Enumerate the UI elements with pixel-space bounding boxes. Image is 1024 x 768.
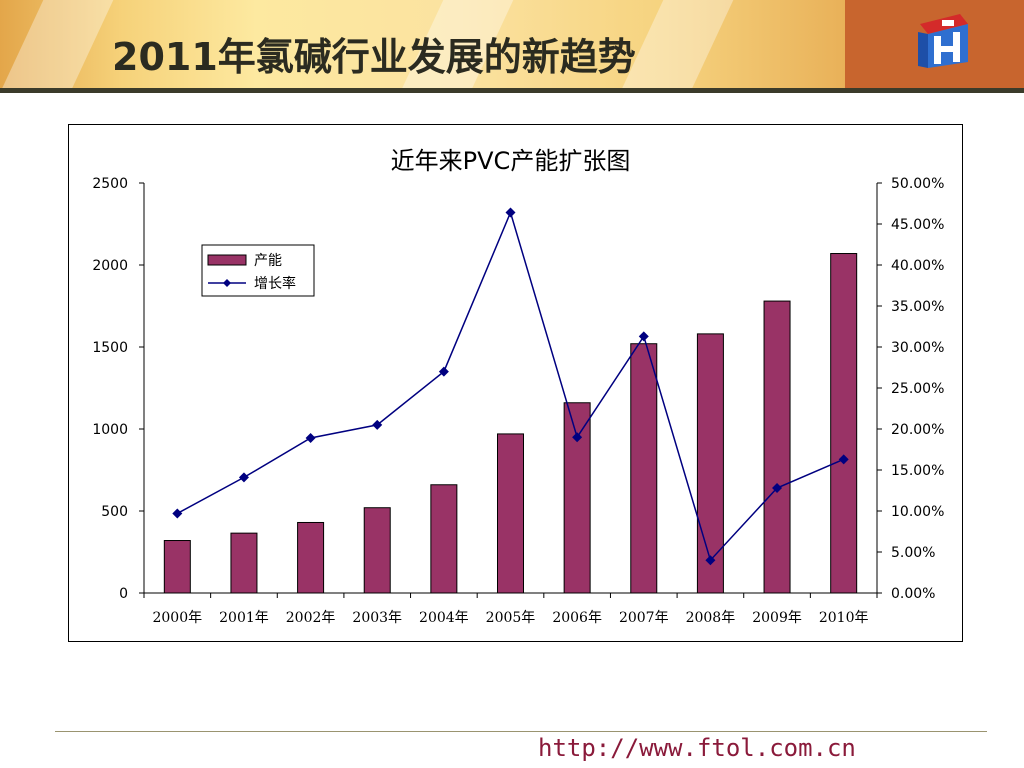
capacity-bar [696, 333, 724, 594]
x-tick-label: 2002年 [286, 610, 336, 626]
legend-label-capacity: 产能 [254, 253, 282, 269]
header-divider [0, 88, 1024, 93]
left-tick-label: 0 [119, 586, 128, 602]
left-tick-label: 2500 [92, 176, 128, 192]
legend-swatch-growth-marker [223, 279, 231, 287]
right-tick-label: 25.00% [891, 381, 944, 397]
growth-rate-point [305, 433, 316, 444]
right-tick-label: 20.00% [891, 422, 944, 438]
right-tick-label: 5.00% [891, 545, 935, 561]
right-tick-label: 40.00% [891, 258, 944, 274]
growth-rate-point [172, 508, 183, 519]
legend-swatch-capacity [207, 254, 247, 266]
x-tick-label: 2009年 [752, 610, 802, 626]
right-tick-label: 0.00% [891, 586, 935, 602]
capacity-bar [630, 343, 658, 594]
x-tick-label: 2004年 [419, 610, 469, 626]
header-light-streak [0, 0, 123, 88]
x-tick-label: 2010年 [819, 610, 869, 626]
left-tick-label: 500 [101, 504, 128, 520]
capacity-bar [830, 253, 858, 594]
growth-rate-point [238, 472, 249, 483]
pvc-capacity-chart: 近年来PVC产能扩张图 0 500 1000 1500 2000 2500 0.00% 5.00… [92, 147, 944, 626]
x-tick-label: 2000年 [152, 610, 202, 626]
x-tick-label: 2005年 [486, 610, 536, 626]
company-logo-icon [918, 14, 968, 68]
growth-rate-point [705, 555, 716, 566]
right-tick-label: 10.00% [891, 504, 944, 520]
footer-url[interactable]: http://www.ftol.com.cn [538, 734, 856, 762]
x-tick-label: 2007年 [619, 610, 669, 626]
right-tick-label: 45.00% [891, 217, 944, 233]
capacity-bar [563, 402, 591, 594]
legend-box [201, 244, 315, 297]
growth-rate-point [772, 483, 783, 494]
capacity-bar [430, 484, 458, 594]
capacity-bar [363, 507, 391, 594]
capacity-bar [230, 532, 258, 594]
chart-title: 近年来PVC产能扩张图 [391, 147, 631, 175]
right-tick-label: 50.00% [891, 176, 944, 192]
growth-rate-point [572, 432, 583, 443]
right-tick-label: 30.00% [891, 340, 944, 356]
capacity-bar [763, 300, 791, 594]
chart-frame: 近年来PVC产能扩张图 0 500 1000 1500 2000 2500 0.00% 5.00… [68, 124, 963, 642]
left-tick-label: 1000 [92, 422, 128, 438]
growth-rate-point [505, 207, 516, 218]
growth-rate-point [638, 331, 649, 342]
capacity-bar [497, 433, 524, 594]
left-tick-label: 2000 [92, 258, 128, 274]
x-tick-label: 2008年 [686, 610, 736, 626]
growth-rate-point [838, 454, 849, 465]
page-title: 2011年氯碱行业发展的新趋势 [112, 35, 636, 79]
footer-divider [55, 731, 987, 732]
growth-rate-point [438, 366, 449, 377]
x-tick-label: 2003年 [352, 610, 402, 626]
growth-rate-point [372, 419, 383, 430]
x-tick-label: 2006年 [552, 610, 602, 626]
right-tick-label: 35.00% [891, 299, 944, 315]
left-tick-label: 1500 [92, 340, 128, 356]
right-tick-label: 15.00% [891, 463, 944, 479]
legend-label-growth: 增长率 [254, 275, 296, 292]
x-tick-label: 2001年 [219, 610, 269, 626]
capacity-bar [163, 540, 191, 594]
capacity-bar [297, 521, 325, 594]
